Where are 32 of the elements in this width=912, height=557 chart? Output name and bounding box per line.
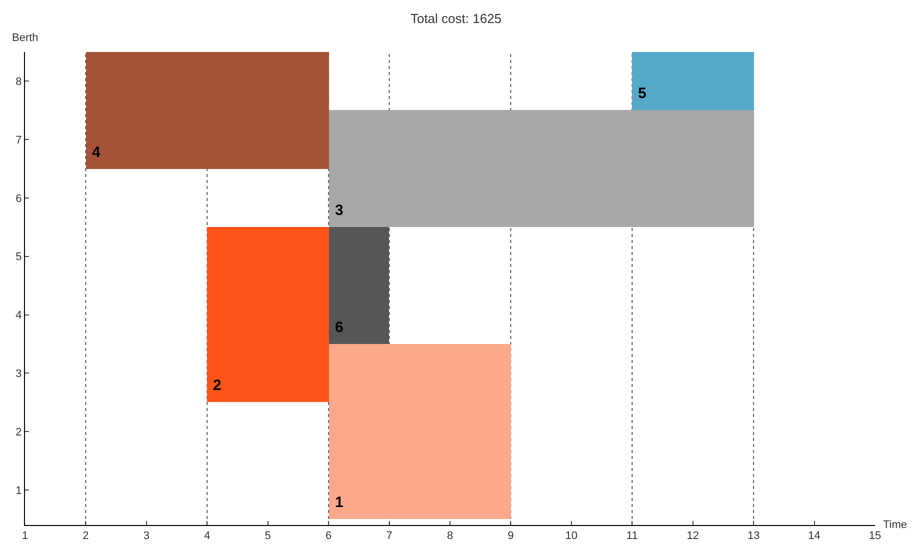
x-tick-label: 6 bbox=[326, 530, 332, 542]
y-tick-label: 7 bbox=[16, 134, 22, 146]
x-tick-label: 15 bbox=[868, 530, 882, 542]
series-label: 6 bbox=[335, 319, 344, 336]
x-tick-label: 5 bbox=[264, 530, 271, 542]
x-tick-label: 8 bbox=[446, 530, 454, 542]
series-label: 2 bbox=[213, 377, 222, 394]
y-tick-label: 8 bbox=[16, 76, 22, 88]
y-tick-label: 2 bbox=[16, 426, 22, 438]
y-tick-label: 1 bbox=[16, 484, 22, 497]
x-tick-label: 11 bbox=[626, 530, 638, 542]
series-label: 5 bbox=[638, 85, 646, 102]
y-axis-title: Berth bbox=[12, 32, 38, 44]
chart-title: Total cost: 1625 bbox=[410, 11, 502, 26]
bar bbox=[632, 52, 754, 110]
x-tick-label: 12 bbox=[686, 530, 699, 542]
x-tick-label: 10 bbox=[565, 530, 578, 542]
series-label: 3 bbox=[335, 202, 344, 219]
x-tick-label: 14 bbox=[808, 530, 820, 542]
x-axis-title: Time bbox=[883, 519, 908, 531]
y-tick-label: 3 bbox=[16, 368, 22, 380]
x-tick-label: 2 bbox=[82, 530, 89, 542]
x-tick-label: 7 bbox=[386, 530, 392, 542]
series-label: 4 bbox=[92, 144, 101, 161]
x-tick-label: 9 bbox=[508, 530, 514, 542]
series-label: 1 bbox=[335, 494, 344, 511]
x-tick-label: 13 bbox=[747, 530, 760, 542]
y-tick-label: 5 bbox=[16, 251, 22, 264]
x-tick-label: 4 bbox=[204, 530, 210, 542]
x-tick-label: 3 bbox=[143, 530, 150, 542]
y-tick-label: 4 bbox=[16, 310, 22, 322]
y-tick-label: 6 bbox=[16, 192, 22, 205]
